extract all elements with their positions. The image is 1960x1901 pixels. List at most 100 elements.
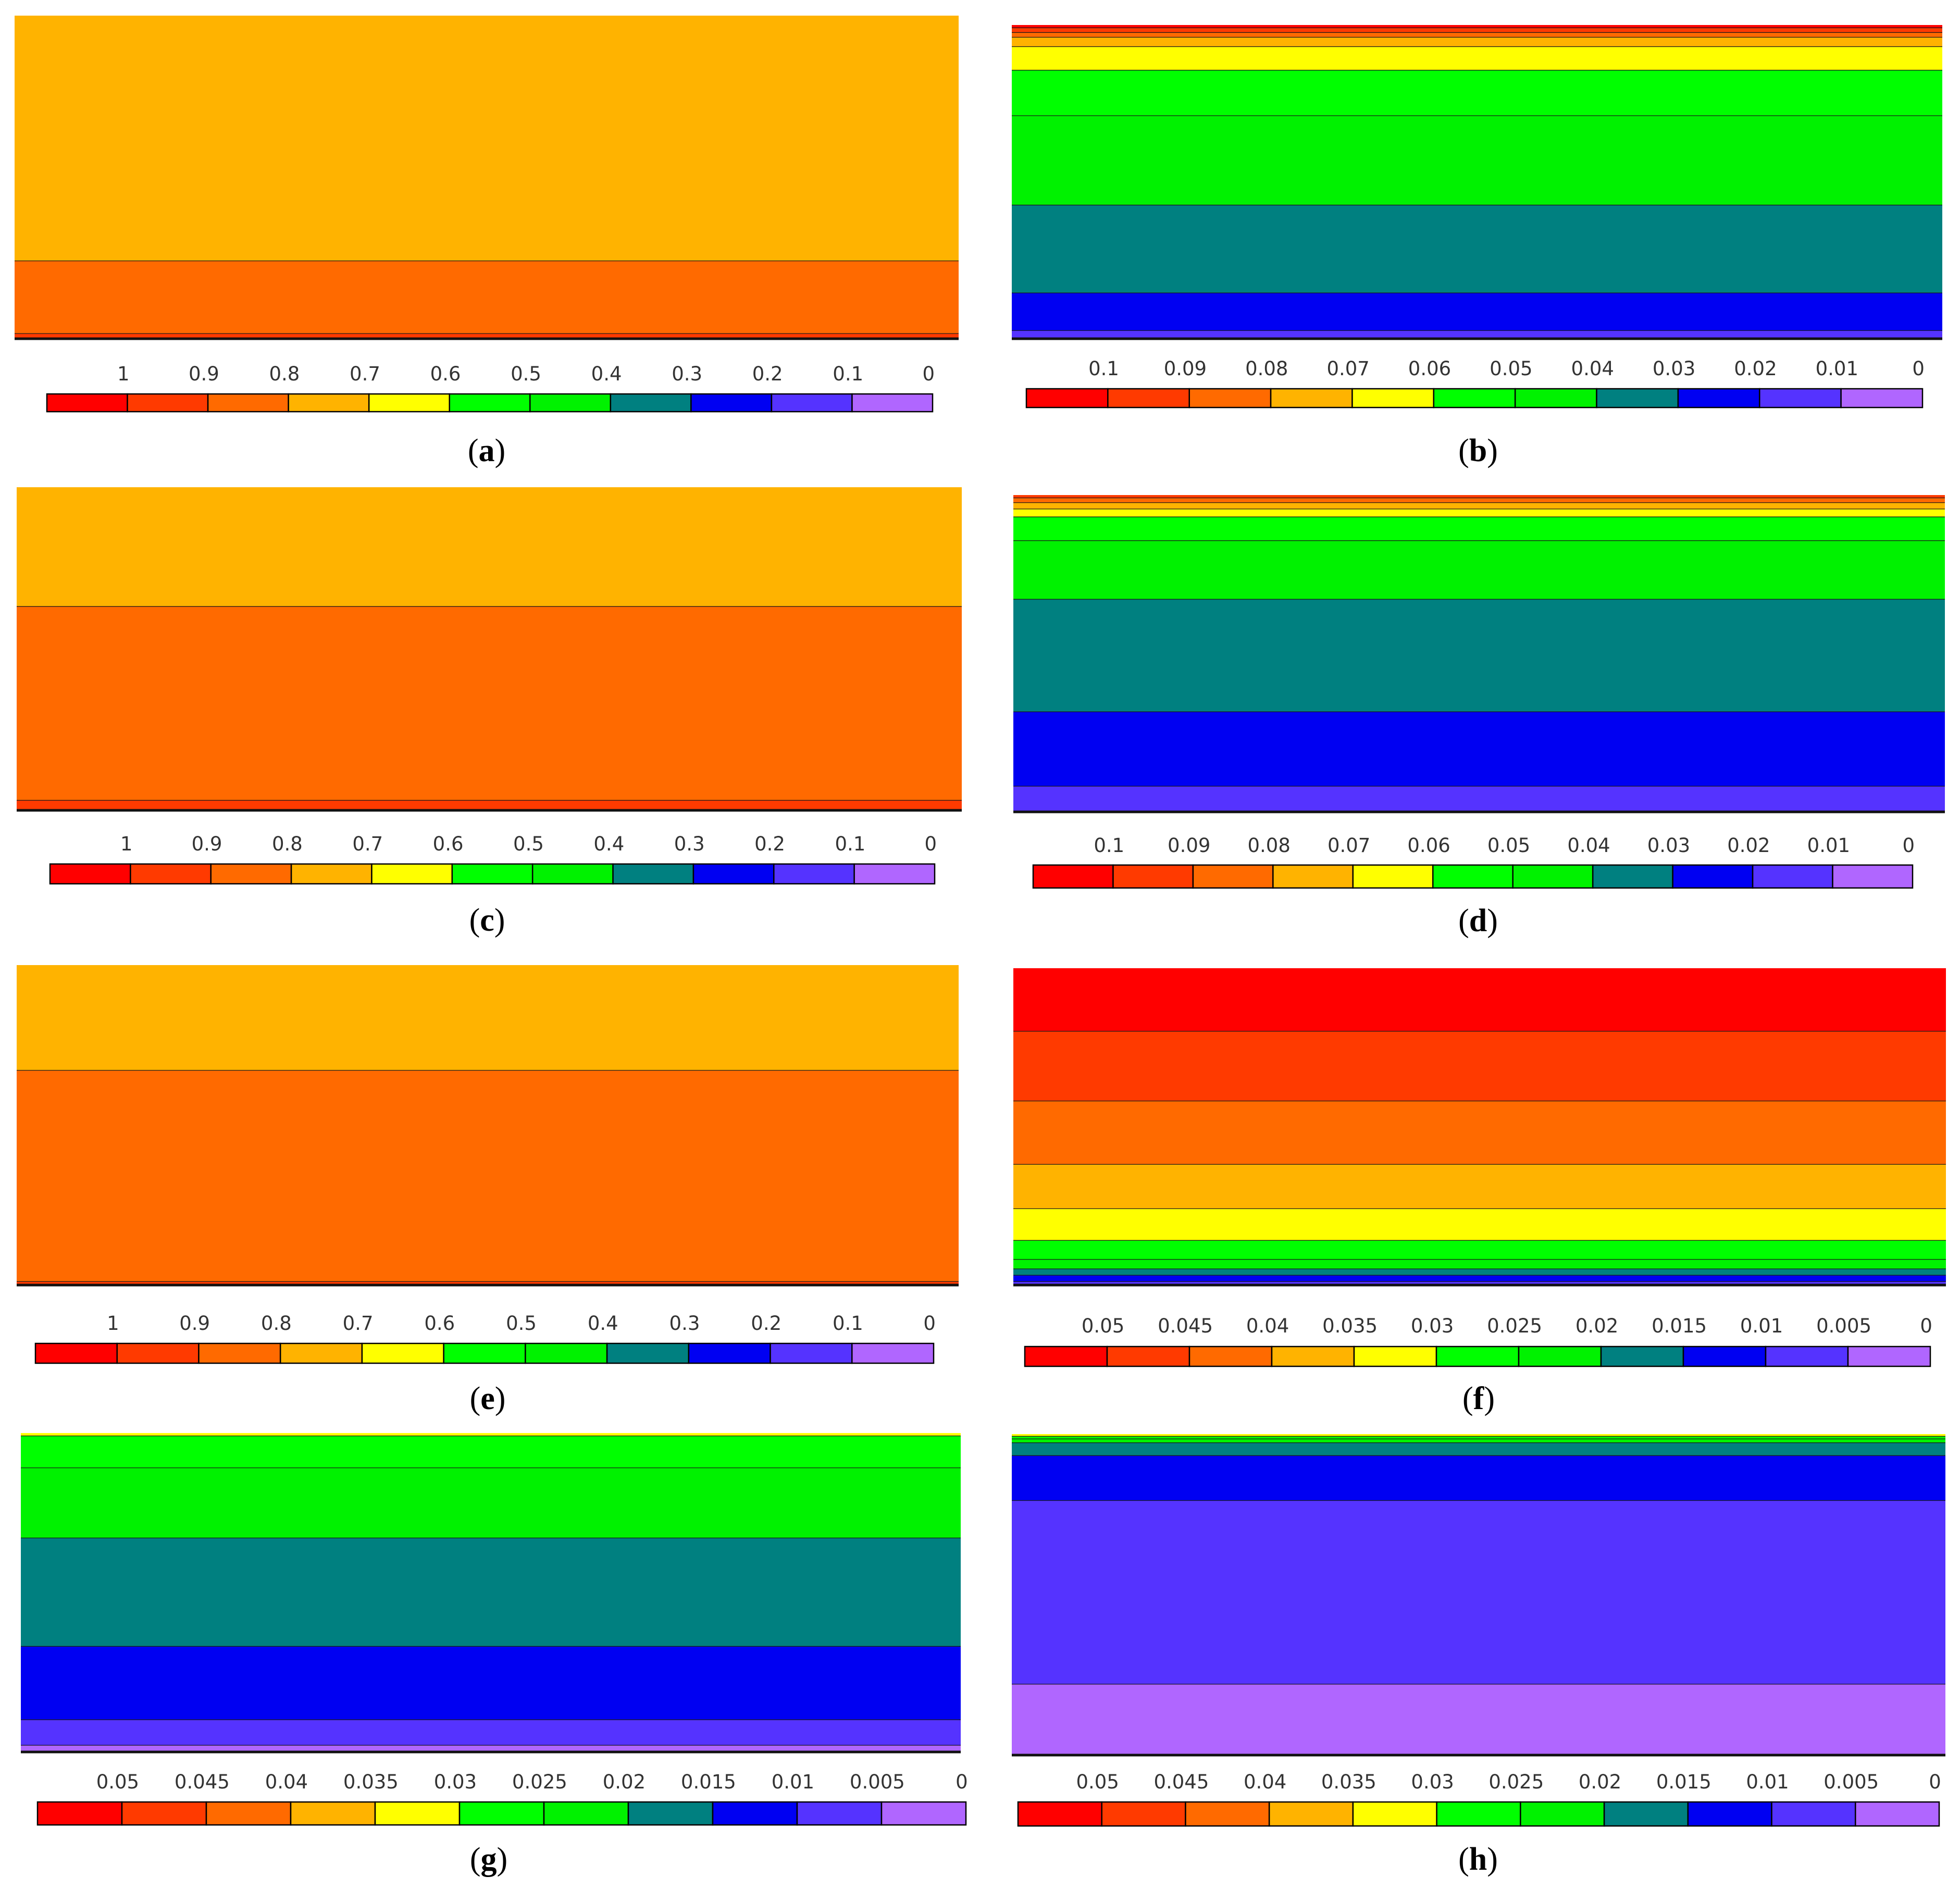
colorbar-swatch — [210, 863, 292, 885]
colorbar-tick-label: 0 — [1903, 834, 1915, 857]
colorbar-swatch — [449, 393, 531, 413]
colorbar-tick-label: 0 — [925, 833, 937, 855]
colorbar-swatch — [1520, 1801, 1605, 1827]
panel-f-svg: 0.05 0.045 0.04 0.035 0.03 0.025 0.02 0.015 0.01… — [1013, 968, 1946, 1416]
caption-letter: b — [1469, 433, 1487, 468]
colorbar-swatch — [36, 1801, 123, 1826]
colorbar-tick-label: 0.05 — [1490, 357, 1532, 380]
colorbar-tick-label: 0.03 — [1653, 357, 1695, 380]
colorbar-tick-label: 0.03 — [1411, 1771, 1454, 1793]
contour-band — [1012, 25, 1942, 29]
caption-letter: d — [1469, 903, 1487, 939]
colorbar-swatch — [851, 1342, 935, 1364]
contour-band — [21, 1436, 961, 1468]
panel-h-svg: 0.05 0.045 0.04 0.035 0.03 0.025 0.02 0.015 0.01… — [1012, 1434, 1945, 1877]
contour-band — [1013, 599, 1945, 712]
colorbar-ticks: 0.05 0.045 0.04 0.035 0.03 0.025 0.02 0.015 0.01… — [1082, 1315, 1932, 1337]
colorbar-swatch — [458, 1801, 545, 1826]
colorbar-tick-label: 0.035 — [1322, 1315, 1378, 1337]
colorbar-swatch — [529, 393, 612, 413]
caption-letter: h — [1469, 1842, 1487, 1877]
colorbar-swatch — [207, 393, 289, 413]
contour-band — [1012, 205, 1942, 294]
caption: (g) — [470, 1842, 507, 1877]
contour-field — [1012, 1434, 1945, 1757]
colorbar-tick-label: 0.1 — [1088, 357, 1119, 380]
contour-band — [1013, 1269, 1946, 1276]
colorbar-swatch — [1352, 1801, 1437, 1827]
colorbar-ticks: 0.05 0.045 0.04 0.035 0.03 0.025 0.02 0.015 0.01… — [96, 1771, 968, 1793]
colorbar-tick-label: 0.1 — [833, 1312, 863, 1335]
colorbar-tick-label: 0 — [923, 1312, 936, 1335]
contour-band — [1012, 1684, 1945, 1756]
panel-b-svg: 0.1 0.09 0.08 0.07 0.06 0.05 0.04 0.03 0.02 0.01 0… — [1012, 25, 1942, 468]
colorbar — [1017, 1801, 1940, 1827]
colorbar-ticks: 0.1 0.09 0.08 0.07 0.06 0.05 0.04 0.03 0.02 0.01 0 — [1088, 357, 1925, 380]
colorbar-swatch — [1272, 864, 1354, 889]
contour-band — [1012, 1501, 1945, 1685]
colorbar-swatch — [1592, 864, 1673, 889]
colorbar-swatch — [1185, 1801, 1270, 1827]
contour-band — [1013, 509, 1945, 518]
contour-band — [15, 16, 959, 262]
colorbar-ticks: 0.05 0.045 0.04 0.035 0.03 0.025 0.02 0.015 0.01… — [1076, 1771, 1941, 1793]
colorbar-swatch — [692, 863, 775, 885]
colorbar-swatch — [851, 393, 934, 413]
colorbar-swatch — [116, 1342, 200, 1364]
colorbar-tick-label: 0.2 — [754, 833, 785, 855]
colorbar-tick-label: 0.035 — [1321, 1771, 1376, 1793]
colorbar-swatch — [606, 1342, 690, 1364]
colorbar-tick-label: 0.045 — [1153, 1771, 1209, 1793]
colorbar-tick-label: 0.04 — [1571, 357, 1614, 380]
caption-letter: f — [1473, 1381, 1485, 1416]
panel-h: 0.05 0.045 0.04 0.035 0.03 0.025 0.02 0.015 0.01… — [1012, 1434, 1945, 1893]
colorbar-tick-label: 0.035 — [343, 1771, 399, 1793]
colorbar-tick-label: 0.03 — [434, 1771, 477, 1793]
colorbar-swatch — [1024, 1345, 1108, 1367]
colorbar-ticks: 1 0.9 0.8 0.7 0.6 0.5 0.4 0.3 0.2 0.1 0 — [120, 833, 937, 855]
colorbar-tick-label: 0.01 — [772, 1771, 814, 1793]
contour-band — [1012, 70, 1942, 117]
colorbar-tick-label: 0.8 — [261, 1312, 292, 1335]
colorbar-tick-label: 0.5 — [513, 833, 544, 855]
colorbar-swatch — [880, 1801, 967, 1826]
colorbar-ticks: 1 0.9 0.8 0.7 0.6 0.5 0.4 0.3 0.2 0.1 0 — [107, 1312, 936, 1335]
contour-band — [17, 607, 962, 801]
contour-band — [21, 1433, 961, 1437]
contour-band — [1013, 1031, 1946, 1102]
colorbar-swatch — [1436, 1801, 1521, 1827]
caption: (f) — [1462, 1381, 1495, 1416]
contour-band — [15, 261, 959, 335]
contour-field — [1012, 25, 1942, 340]
colorbar-swatch — [1017, 1801, 1102, 1827]
colorbar-swatch — [1270, 388, 1353, 409]
colorbar-tick-label: 0.07 — [1328, 834, 1370, 857]
colorbar-tick-label: 0.01 — [1740, 1315, 1783, 1337]
contour-band — [1012, 28, 1942, 33]
colorbar-ticks: 0.1 0.09 0.08 0.07 0.06 0.05 0.04 0.03 0.02 0.01 0 — [1094, 834, 1915, 857]
colorbar-tick-label: 0.7 — [350, 363, 380, 385]
colorbar-tick-label: 0.005 — [850, 1771, 905, 1793]
panel-e: 1 0.9 0.8 0.7 0.6 0.5 0.4 0.3 0.2 0.1 0 (e) — [17, 965, 981, 1424]
colorbar-tick-label: 0.005 — [1816, 1315, 1871, 1337]
colorbar-swatch — [688, 1342, 771, 1364]
colorbar-swatch — [612, 863, 694, 885]
colorbar-swatch — [288, 393, 370, 413]
panel-b: 0.1 0.09 0.08 0.07 0.06 0.05 0.04 0.03 0.02 0.01 0… — [1012, 25, 1944, 478]
contour-band — [1013, 517, 1945, 541]
colorbar-tick-label: 1 — [107, 1312, 119, 1335]
colorbar-tick-label: 0.06 — [1407, 834, 1450, 857]
colorbar-tick-label: 0.4 — [593, 833, 624, 855]
colorbar-swatch — [1188, 1345, 1273, 1367]
panel-g: 0.05 0.045 0.04 0.035 0.03 0.025 0.02 0.015 0.01… — [21, 1433, 985, 1892]
colorbar-swatch — [1603, 1801, 1689, 1827]
colorbar-tick-label: 0.9 — [179, 1312, 210, 1335]
contour-field — [17, 487, 962, 812]
contour-band — [21, 1647, 961, 1721]
colorbar-tick-label: 0 — [1912, 357, 1925, 380]
colorbar-tick-label: 0.09 — [1164, 357, 1207, 380]
caption: (e) — [470, 1381, 506, 1416]
contour-band — [1013, 1281, 1946, 1286]
colorbar-tick-label: 0.02 — [1579, 1771, 1621, 1793]
colorbar-swatch — [531, 863, 614, 885]
